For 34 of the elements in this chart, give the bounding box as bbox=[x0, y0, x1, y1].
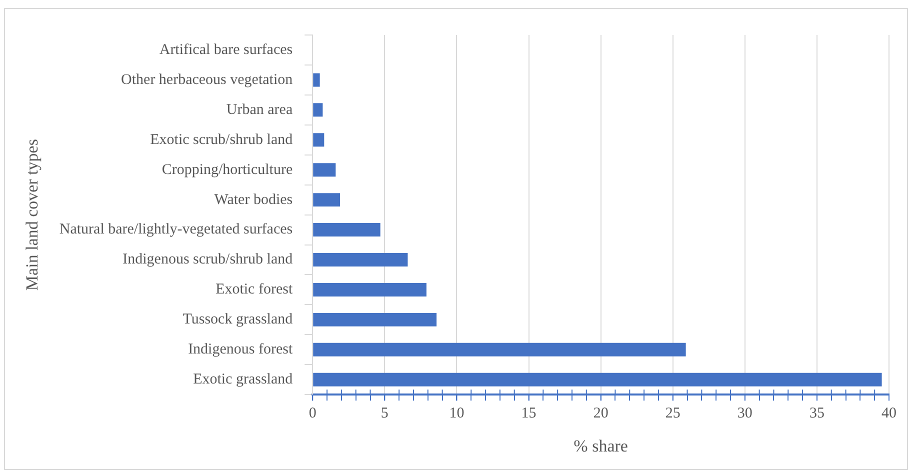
bar bbox=[313, 253, 408, 266]
bar bbox=[313, 223, 380, 237]
y-tick-label: Cropping/horticulture bbox=[162, 162, 293, 178]
y-tick-label: Tussock grassland bbox=[182, 312, 294, 328]
y-tick-label: Exotic forest bbox=[216, 282, 294, 298]
x-axis-title: % share bbox=[574, 436, 628, 456]
x-tick-label: 25 bbox=[665, 406, 680, 422]
bar bbox=[313, 163, 336, 177]
y-tick-label: Other herbaceous vegetation bbox=[121, 72, 294, 88]
y-tick-label: Artifical bare surfaces bbox=[159, 42, 293, 58]
x-tick-label: 35 bbox=[809, 406, 824, 422]
bar bbox=[313, 103, 323, 117]
x-tick-label: 40 bbox=[882, 406, 896, 422]
x-tick-label: 30 bbox=[737, 406, 752, 422]
bar bbox=[313, 342, 686, 356]
bar bbox=[313, 133, 324, 147]
y-tick-label: Indigenous scrub/shrub land bbox=[122, 252, 294, 268]
x-tick-label: 20 bbox=[593, 406, 608, 422]
x-tick-label: 15 bbox=[521, 406, 536, 422]
y-tick-label: Water bodies bbox=[214, 192, 293, 208]
y-tick-label: Indigenous forest bbox=[188, 342, 294, 358]
y-tick-label: Exotic grassland bbox=[193, 372, 294, 388]
bar bbox=[313, 73, 320, 87]
bar bbox=[313, 193, 340, 207]
bar bbox=[313, 282, 426, 296]
x-tick-label: 0 bbox=[308, 406, 316, 422]
y-tick-label: Exotic scrub/shrub land bbox=[150, 132, 294, 148]
y-tick-label: Urban area bbox=[226, 102, 293, 118]
y-axis-title: Main land cover types bbox=[22, 139, 42, 291]
bar bbox=[313, 372, 882, 386]
x-tick-label: 5 bbox=[380, 406, 388, 422]
x-tick-label: 10 bbox=[449, 406, 464, 422]
bar bbox=[313, 312, 437, 326]
y-tick-label: Natural bare/lightly-vegetated surfaces bbox=[59, 222, 293, 238]
